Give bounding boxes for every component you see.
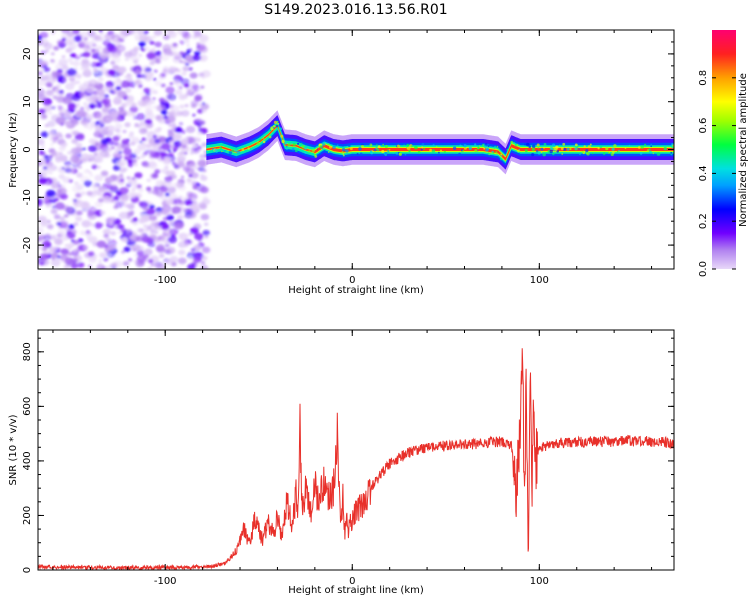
colorbar-label: Normalized spectral amplitude (738, 73, 749, 227)
spectrogram-ytick-label: 20 (22, 48, 33, 61)
snr-ytick-label: 600 (22, 397, 33, 416)
spectrogram-ytick-label: -10 (22, 189, 33, 205)
spectrogram-signal-track (206, 110, 674, 175)
colorbar-gradient (712, 30, 736, 269)
page-title: S149.2023.016.13.56.R01 (264, 2, 448, 18)
colorbar-tick-label: 0.4 (698, 165, 709, 181)
snr-series-line (38, 348, 674, 570)
spectrogram-xtick-label: 0 (349, 275, 355, 286)
spectrogram-ylabel: Frequency (Hz) (8, 112, 19, 188)
colorbar: 0.0 0.2 0.4 0.6 0.8 Normalized spectral ampl… (698, 30, 749, 277)
spectrogram-xtick-label: -100 (154, 275, 177, 286)
snr-xtick-label: 0 (349, 576, 355, 587)
spectrogram-noise-region (38, 30, 211, 269)
snr-plot-area (38, 330, 674, 570)
signal-band-layer (206, 118, 674, 166)
colorbar-tick-label: 0.2 (698, 213, 709, 229)
snr-ytick-label: 800 (22, 342, 33, 361)
spectrogram-ytick-label: -20 (22, 237, 33, 253)
snr-panel: -100 0 100 0 200 400 600 800 Height of straight… (8, 329, 675, 596)
snr-ylabel: SNR (10 * v/v) (8, 414, 19, 485)
snr-xtick-label: -100 (154, 576, 177, 587)
colorbar-tick-label: 0.8 (698, 70, 709, 86)
colorbar-ticks: 0.0 0.2 0.4 0.6 0.8 (698, 70, 736, 277)
snr-ytick-label: 200 (22, 506, 33, 525)
spectrogram-xlabel: Height of straight line (km) (288, 285, 424, 296)
signal-band-layer (206, 121, 674, 164)
snr-ytick-label: 400 (22, 451, 33, 470)
snr-ticks: -100 0 100 0 200 400 600 800 (22, 330, 674, 587)
spectrogram-ytick-label: 0 (22, 146, 33, 152)
snr-ytick-label: 0 (22, 567, 33, 573)
snr-xtick-label: 100 (530, 576, 549, 587)
colorbar-tick-label: 0.6 (698, 118, 709, 134)
snr-frame (37, 329, 675, 571)
colorbar-tick-label: 0.0 (698, 261, 709, 277)
spectrogram-xtick-label: 100 (530, 275, 549, 286)
spectrogram-ytick-label: 10 (22, 95, 33, 108)
snr-xlabel: Height of straight line (km) (288, 585, 424, 596)
